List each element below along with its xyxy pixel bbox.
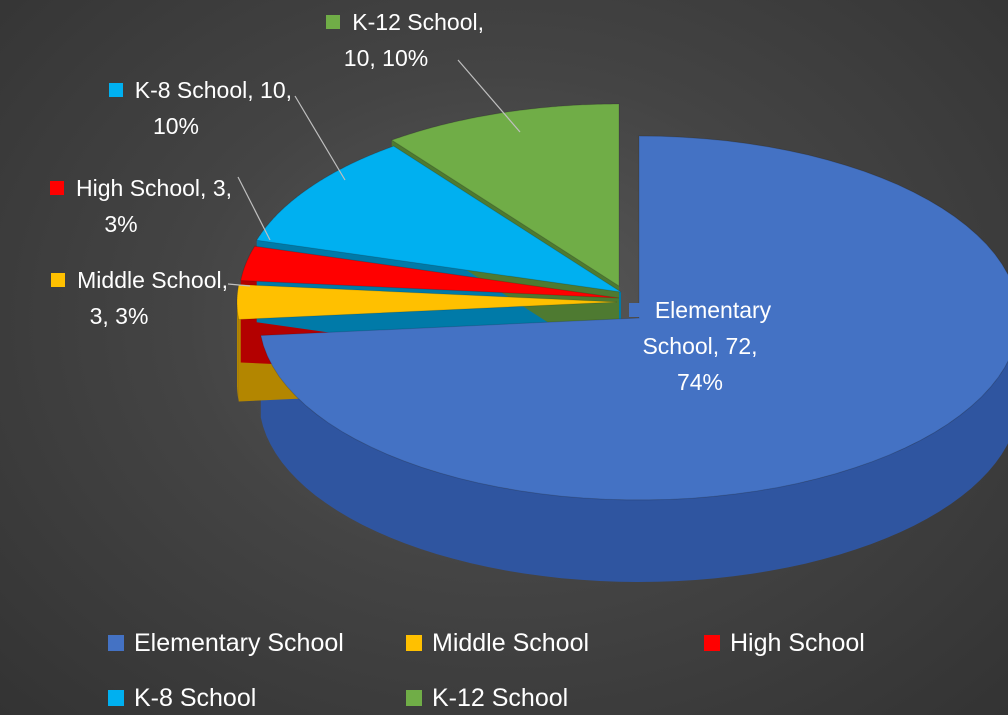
data-label-text: K-8 School, 10, — [134, 77, 292, 103]
legend-label: K-12 School — [432, 684, 569, 712]
slice-elementary-school — [260, 135, 1008, 501]
legend-key — [704, 635, 720, 651]
data-label-elementary-school: Elementary School, 72, 74% — [600, 292, 800, 400]
legend-key-middle-school — [51, 273, 66, 287]
data-label-high-school: High School, 3, 3% — [10, 170, 232, 242]
data-label-line: K-8 School, 10, — [60, 72, 292, 108]
legend-item-middle-school: Middle School — [406, 628, 589, 658]
slice-middle-school — [236, 283, 618, 321]
data-label-line: Middle School, — [10, 262, 228, 298]
leader-line-1 — [294, 95, 346, 181]
legend-item-elementary-school: Elementary School — [108, 628, 344, 658]
data-label-line: 3, 3% — [89, 303, 149, 329]
slice-side-elementary-school — [260, 335, 1008, 582]
legend-key — [108, 635, 124, 651]
data-label-text: Elementary — [654, 297, 772, 323]
data-label-line: 74% — [676, 369, 724, 395]
data-label-middle-school: Middle School, 3, 3% — [10, 262, 228, 334]
data-label-line: K-12 School, — [288, 4, 484, 40]
leader-line-2 — [237, 176, 271, 241]
legend-label: K-8 School — [134, 684, 257, 712]
data-label-line: 3% — [104, 211, 138, 237]
legend-key — [406, 690, 422, 706]
legend-label: Middle School — [432, 629, 590, 657]
data-label-line: 10, 10% — [343, 45, 429, 71]
data-label-k8-school: K-8 School, 10, 10% — [60, 72, 292, 144]
legend-key — [108, 690, 124, 706]
legend-key-high-school — [50, 181, 65, 195]
legend-item-k8-school: K-8 School — [108, 683, 256, 713]
legend-key-elementary-school — [628, 303, 643, 317]
pie-tops — [236, 103, 1008, 501]
legend-label: Elementary School — [134, 629, 344, 657]
slice-high-school — [240, 245, 620, 299]
leader-line-0 — [457, 59, 521, 133]
data-label-line: High School, 3, — [10, 170, 232, 206]
legend-item-high-school: High School — [704, 628, 865, 658]
data-label-text: High School, 3, — [76, 175, 232, 201]
data-label-line: Elementary — [600, 292, 800, 328]
slice-side-middle-school — [237, 302, 239, 402]
data-label-text: Middle School, — [77, 267, 228, 293]
legend-key-k8-school — [108, 83, 123, 97]
data-label-text: K-12 School, — [352, 9, 484, 35]
slice-k-12-school — [390, 103, 620, 287]
legend-key — [406, 635, 422, 651]
legend-label: High School — [730, 629, 865, 657]
data-label-line: School, 72, — [642, 333, 758, 359]
leader-line-3 — [227, 283, 251, 287]
data-label-line: 10% — [152, 113, 200, 139]
slice-k-8-school — [255, 145, 622, 293]
legend-key-k12-school — [326, 15, 341, 29]
data-label-k12-school: K-12 School, 10, 10% — [288, 4, 484, 76]
legend-item-k12-school: K-12 School — [406, 683, 568, 713]
